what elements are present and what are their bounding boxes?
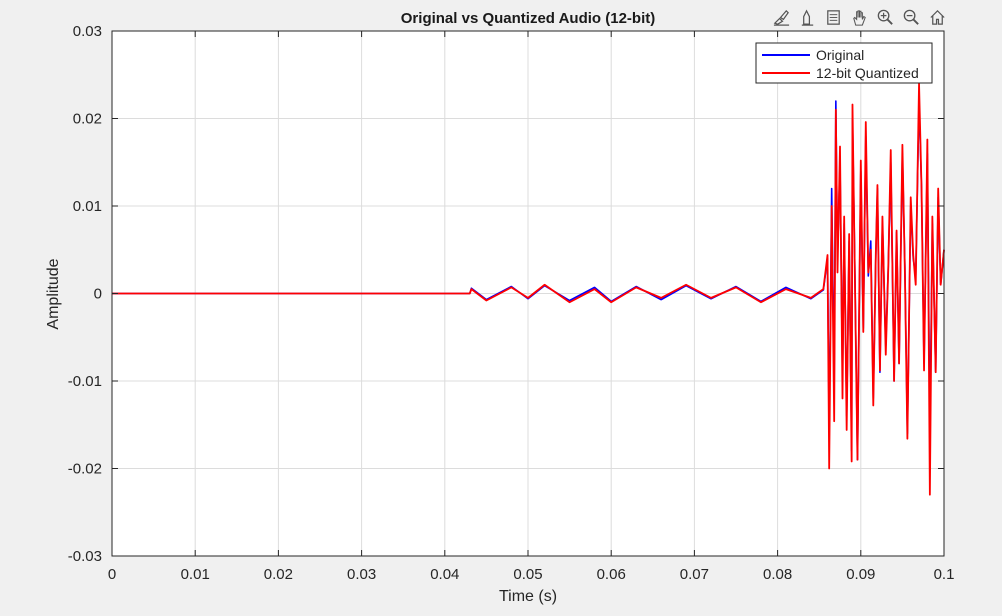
legend-label-quantized: 12-bit Quantized: [816, 65, 919, 81]
x-tick-label: 0.1: [934, 566, 955, 583]
home-icon: [929, 9, 945, 25]
zoom-out-button[interactable]: [900, 6, 922, 28]
data-tips-button[interactable]: [796, 6, 818, 28]
x-tick-label: 0.07: [680, 566, 709, 583]
y-tick-label: -0.03: [68, 548, 102, 565]
legend-toggle-button[interactable]: [822, 6, 844, 28]
y-axis-label: Amplitude: [45, 258, 62, 329]
x-tick-label: 0.09: [846, 566, 875, 583]
y-tick-label: -0.02: [68, 461, 102, 478]
zoom-out-icon: [903, 9, 919, 25]
brush-icon: [773, 9, 789, 26]
x-tick-label: 0.05: [513, 566, 542, 583]
y-tick-label: -0.01: [68, 373, 102, 390]
x-axis-label: Time (s): [499, 588, 557, 605]
x-tick-label: 0.02: [264, 566, 293, 583]
x-tick-label: 0: [108, 566, 116, 583]
y-tick-label: 0.02: [73, 111, 102, 128]
brush-button[interactable]: [770, 6, 792, 28]
legend-label-original: Original: [816, 47, 864, 63]
x-tick-label: 0.04: [430, 566, 459, 583]
data-tips-icon: [801, 8, 813, 26]
y-tick-labels: -0.03 -0.02 -0.01 0 0.01 0.02 0.03: [68, 23, 102, 565]
legend-box: [755, 42, 933, 84]
y-tick-label: 0.03: [73, 23, 102, 40]
x-tick-label: 0.08: [763, 566, 792, 583]
zoom-in-button[interactable]: [874, 6, 896, 28]
chart-title: Original vs Quantized Audio (12-bit): [401, 10, 655, 27]
x-tick-label: 0.06: [597, 566, 626, 583]
x-tick-label: 0.01: [181, 566, 210, 583]
tick-marks: [111, 30, 945, 557]
legend[interactable]: Original 12-bit Quantized: [755, 42, 933, 84]
y-tick-label: 0.01: [73, 198, 102, 215]
x-tick-label: 0.03: [347, 566, 376, 583]
y-tick-label: 0: [94, 286, 102, 303]
x-tick-labels: 0 0.01 0.02 0.03 0.04 0.05 0.06 0.07 0.08 0.09 0.1: [108, 566, 955, 583]
zoom-in-icon: [877, 9, 893, 25]
home-button[interactable]: [926, 6, 948, 28]
legend-toggle-icon: [826, 9, 840, 25]
pan-hand-icon: [852, 9, 866, 26]
series-line-quantized: [112, 82, 945, 496]
plot-traces: [112, 82, 945, 496]
pan-button[interactable]: [848, 6, 870, 28]
axes-toolbar: [770, 6, 975, 28]
